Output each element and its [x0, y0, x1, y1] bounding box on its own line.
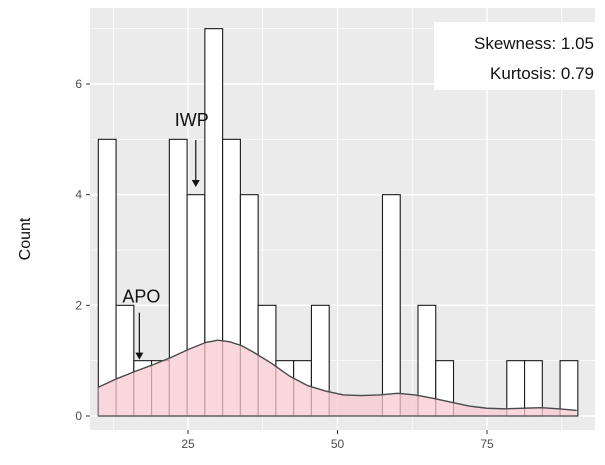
density-line — [98, 339, 577, 412]
histogram-bar — [381, 194, 401, 417]
gridlines — [90, 8, 595, 430]
density-area — [98, 340, 577, 416]
y-tick-label: 0 — [75, 409, 82, 423]
kurtosis-label: Kurtosis: 0.79 — [490, 64, 594, 83]
annotation-arrowhead — [135, 352, 144, 360]
x-tick-label: 75 — [480, 437, 494, 451]
histogram-bar — [97, 138, 117, 417]
x-tick-label: 50 — [331, 437, 345, 451]
skewness-label: Skewness: 1.05 — [474, 34, 594, 53]
y-tick-label: 6 — [75, 77, 82, 91]
density-layer — [98, 339, 577, 417]
histogram-bar — [559, 360, 579, 417]
y-tick-label: 2 — [75, 298, 82, 312]
y-axis-title: Count — [17, 217, 34, 260]
annotation-label-iwp: IWP — [175, 110, 209, 130]
axes: 25 50 75 0 2 4 6 — [75, 77, 494, 451]
y-tick-label: 4 — [75, 188, 82, 202]
annotations: IWP APO — [122, 110, 209, 360]
stats-box-background — [434, 22, 599, 90]
stats-box: Skewness: 1.05 Kurtosis: 0.79 — [434, 22, 599, 90]
x-tick-label: 25 — [181, 437, 195, 451]
annotation-arrowhead — [191, 180, 200, 188]
annotation-label-apo: APO — [122, 287, 160, 307]
